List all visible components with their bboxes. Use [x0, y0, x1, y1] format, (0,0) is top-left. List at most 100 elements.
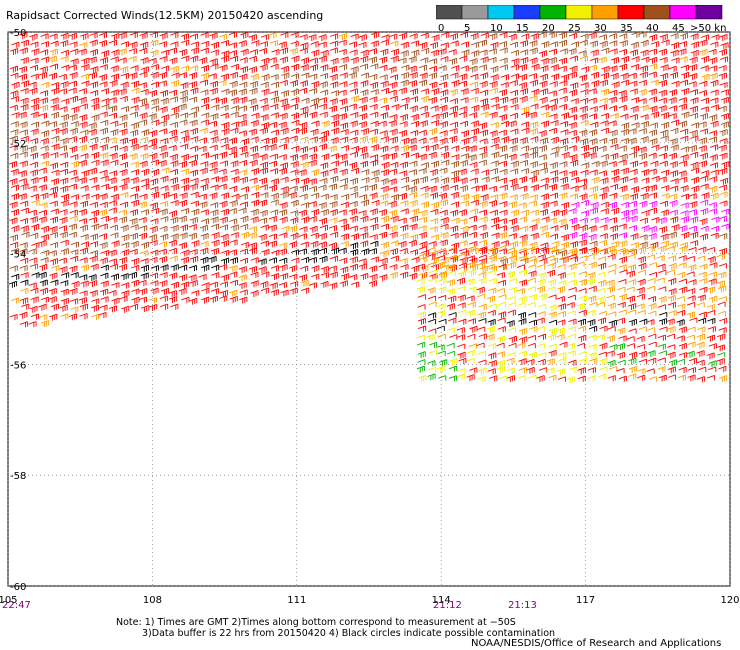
wind-barb [587, 309, 596, 316]
wind-barb [191, 208, 200, 216]
wind-barb [121, 234, 130, 241]
wind-barb [61, 98, 70, 105]
wind-barb [80, 185, 89, 192]
wind-barb [559, 170, 568, 177]
wind-barb [698, 317, 707, 324]
wind-barb [269, 136, 278, 144]
wind-barb [440, 56, 449, 63]
wind-barb [678, 278, 687, 285]
wind-barb [268, 184, 277, 192]
wind-barb [181, 135, 190, 143]
wind-barb [711, 216, 720, 223]
wind-barb [201, 96, 210, 104]
wind-barb [546, 358, 555, 366]
wind-barb [78, 96, 87, 104]
wind-barb [370, 40, 379, 48]
wind-barb [427, 253, 436, 260]
wind-barb [609, 225, 618, 233]
wind-barb [340, 193, 350, 201]
wind-barb [670, 216, 679, 224]
wind-barb [308, 146, 318, 153]
wind-barb [39, 314, 48, 321]
wind-barb [221, 50, 230, 58]
wind-barb [599, 40, 608, 48]
wind-barb [417, 311, 426, 319]
wind-barb [159, 200, 168, 208]
wind-barb [150, 39, 159, 47]
wind-barb [261, 88, 270, 96]
wind-barb [558, 218, 567, 226]
wind-barb [291, 145, 300, 152]
wind-barb [591, 176, 600, 184]
wind-barb [578, 295, 588, 302]
wind-barb [569, 89, 578, 97]
wind-barb [350, 111, 359, 119]
wind-barb [228, 207, 237, 215]
wind-barb [476, 261, 486, 269]
wind-barb [70, 160, 79, 168]
wind-barb [180, 177, 190, 185]
wind-barb [479, 151, 488, 159]
wind-barb [68, 231, 77, 238]
wind-barb [279, 232, 288, 239]
wind-barb [250, 136, 259, 143]
wind-barb [148, 297, 158, 304]
wind-barb [709, 154, 718, 162]
wind-barb [169, 296, 178, 303]
wind-barb [178, 242, 187, 250]
wind-barb [569, 249, 578, 257]
wind-barb [616, 343, 626, 350]
legend-swatches [436, 5, 723, 20]
wind-barb [518, 279, 528, 287]
wind-barb [449, 33, 458, 40]
wind-barb [470, 32, 479, 40]
wind-barb [189, 217, 198, 224]
wind-barb [19, 242, 28, 249]
wind-barb [170, 65, 179, 73]
wind-barb [698, 89, 707, 97]
wind-barb [79, 224, 88, 232]
wind-barb [628, 151, 638, 158]
wind-barb [340, 56, 349, 64]
wind-barb [469, 325, 478, 333]
wind-barb [480, 193, 489, 201]
wind-barb [380, 112, 389, 120]
wind-barb [579, 113, 588, 121]
wind-barb [169, 168, 178, 175]
wind-barb [541, 247, 550, 254]
wind-barb [577, 318, 586, 326]
wind-barb [100, 280, 109, 288]
wind-barb [508, 255, 518, 261]
wind-barb [99, 304, 108, 311]
wind-barb [278, 248, 287, 256]
wind-barb [628, 318, 637, 326]
wind-barb [578, 184, 587, 191]
wind-barb [548, 343, 557, 350]
wind-barb [650, 79, 659, 86]
wind-barb [60, 185, 69, 193]
wind-barb [520, 192, 529, 200]
wind-barb [10, 208, 20, 216]
wind-barb [588, 113, 598, 120]
wind-barb [41, 120, 50, 127]
wind-barb [591, 80, 600, 88]
wind-barb [560, 183, 569, 191]
wind-barb [468, 231, 477, 238]
wind-barb [550, 64, 559, 72]
wind-barb [488, 199, 497, 207]
wind-barb [676, 296, 685, 302]
wind-barb [458, 168, 467, 176]
wind-barb [557, 327, 566, 335]
wind-barb [359, 160, 369, 168]
wind-barb [549, 192, 559, 199]
wind-barb [9, 178, 18, 186]
wind-barb [70, 154, 79, 161]
wind-barb [219, 200, 228, 208]
wind-barb [401, 97, 410, 104]
wind-barb [259, 199, 268, 207]
wind-barb [647, 295, 656, 303]
wind-barb [458, 248, 468, 254]
wind-barb [51, 127, 60, 134]
wind-barb [99, 111, 108, 118]
wind-barb [598, 34, 607, 41]
